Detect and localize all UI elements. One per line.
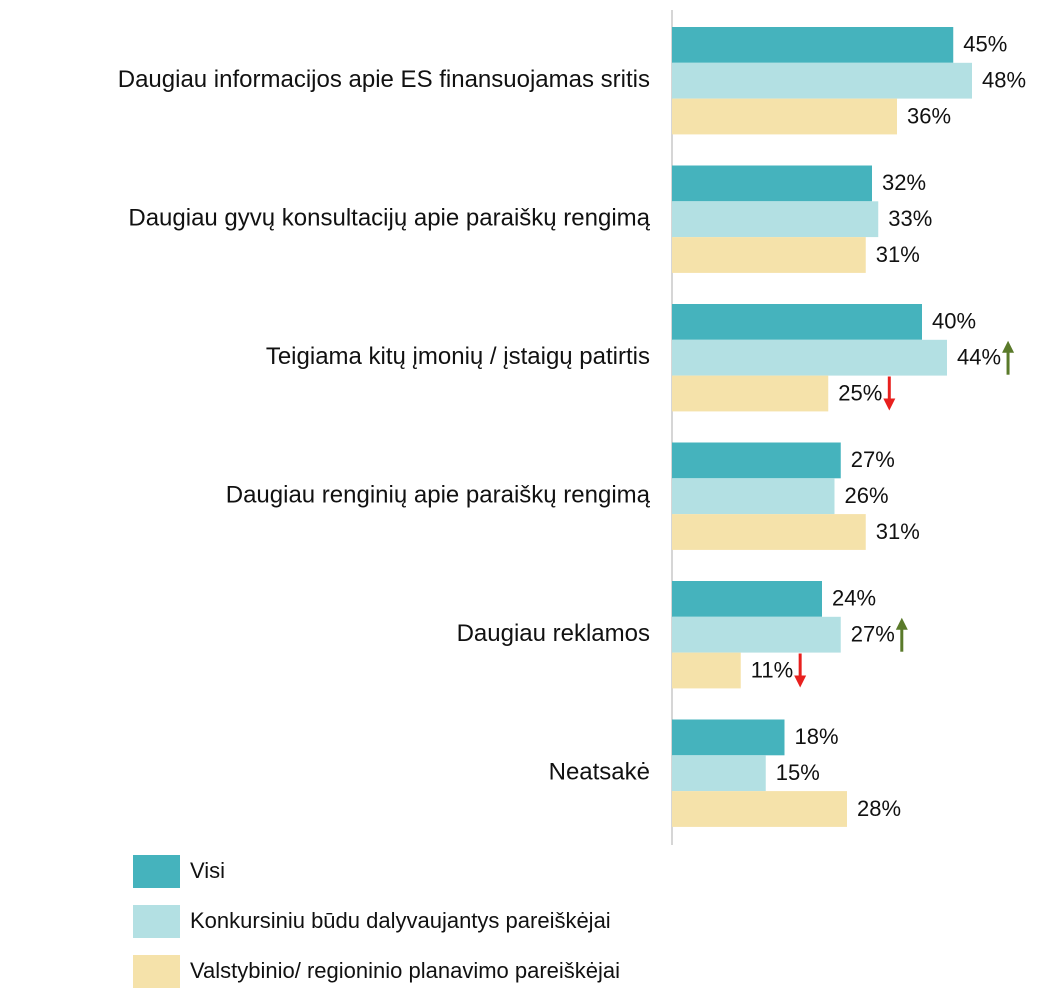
- value-label: 24%: [832, 586, 876, 611]
- value-label: 31%: [876, 519, 920, 544]
- bar: [672, 62, 972, 99]
- legend-swatch: [133, 855, 180, 888]
- trend-arrow: [794, 653, 807, 688]
- bar: [672, 514, 866, 550]
- value-label: 27%: [851, 622, 895, 647]
- value-label: 15%: [776, 760, 820, 785]
- value-label: 36%: [907, 103, 951, 128]
- bar: [672, 581, 822, 617]
- bar: [672, 719, 785, 756]
- bar: [672, 652, 741, 689]
- value-label: 44%: [957, 345, 1001, 370]
- value-label: 18%: [795, 724, 839, 749]
- bar: [672, 375, 829, 412]
- legend-swatch: [133, 905, 180, 938]
- value-label: 25%: [838, 380, 882, 405]
- bar: [672, 201, 879, 238]
- bar: [672, 27, 954, 63]
- value-label: 31%: [876, 242, 920, 267]
- legend-label: Konkursiniu būdu dalyvaujantys pareiškėj…: [190, 908, 611, 933]
- bar: [672, 478, 835, 515]
- trend-arrow-part: [794, 675, 807, 688]
- value-label: 40%: [932, 309, 976, 334]
- value-label: 27%: [851, 447, 895, 472]
- bar: [672, 339, 947, 376]
- bar: [672, 98, 897, 135]
- bar: [672, 165, 872, 202]
- bar: [672, 442, 841, 479]
- value-label: 48%: [982, 68, 1026, 93]
- category-label: Neatsakė: [549, 759, 650, 786]
- bar: [672, 791, 847, 827]
- category-label: Daugiau informacijos apie ES finansuojam…: [118, 66, 650, 93]
- bar: [672, 616, 841, 653]
- value-label: 28%: [857, 796, 901, 821]
- value-label: 33%: [888, 206, 932, 231]
- category-label: Daugiau gyvų konsultacijų apie paraiškų …: [128, 205, 650, 232]
- bar: [672, 237, 866, 273]
- legend-swatch: [133, 955, 180, 988]
- category-label: Daugiau renginių apie paraiškų rengimą: [226, 482, 651, 509]
- category-label: Daugiau reklamos: [457, 620, 650, 647]
- bar: [672, 755, 766, 792]
- category-label: Teigiama kitų įmonių / įstaigų patirtis: [266, 343, 650, 370]
- trend-arrow: [883, 376, 896, 411]
- value-label: 26%: [845, 483, 889, 508]
- value-label: 11%: [751, 657, 793, 682]
- legend-label: Valstybinio/ regioninio planavimo pareiš…: [190, 958, 620, 983]
- trend-arrow: [1002, 340, 1015, 375]
- value-label: 32%: [882, 170, 926, 195]
- trend-arrow-part: [895, 617, 908, 630]
- value-label: 45%: [963, 32, 1007, 57]
- trend-arrow-part: [883, 398, 896, 411]
- bar: [672, 304, 922, 340]
- trend-arrow: [895, 617, 908, 652]
- legend-label: Visi: [190, 858, 225, 883]
- trend-arrow-part: [1002, 340, 1015, 353]
